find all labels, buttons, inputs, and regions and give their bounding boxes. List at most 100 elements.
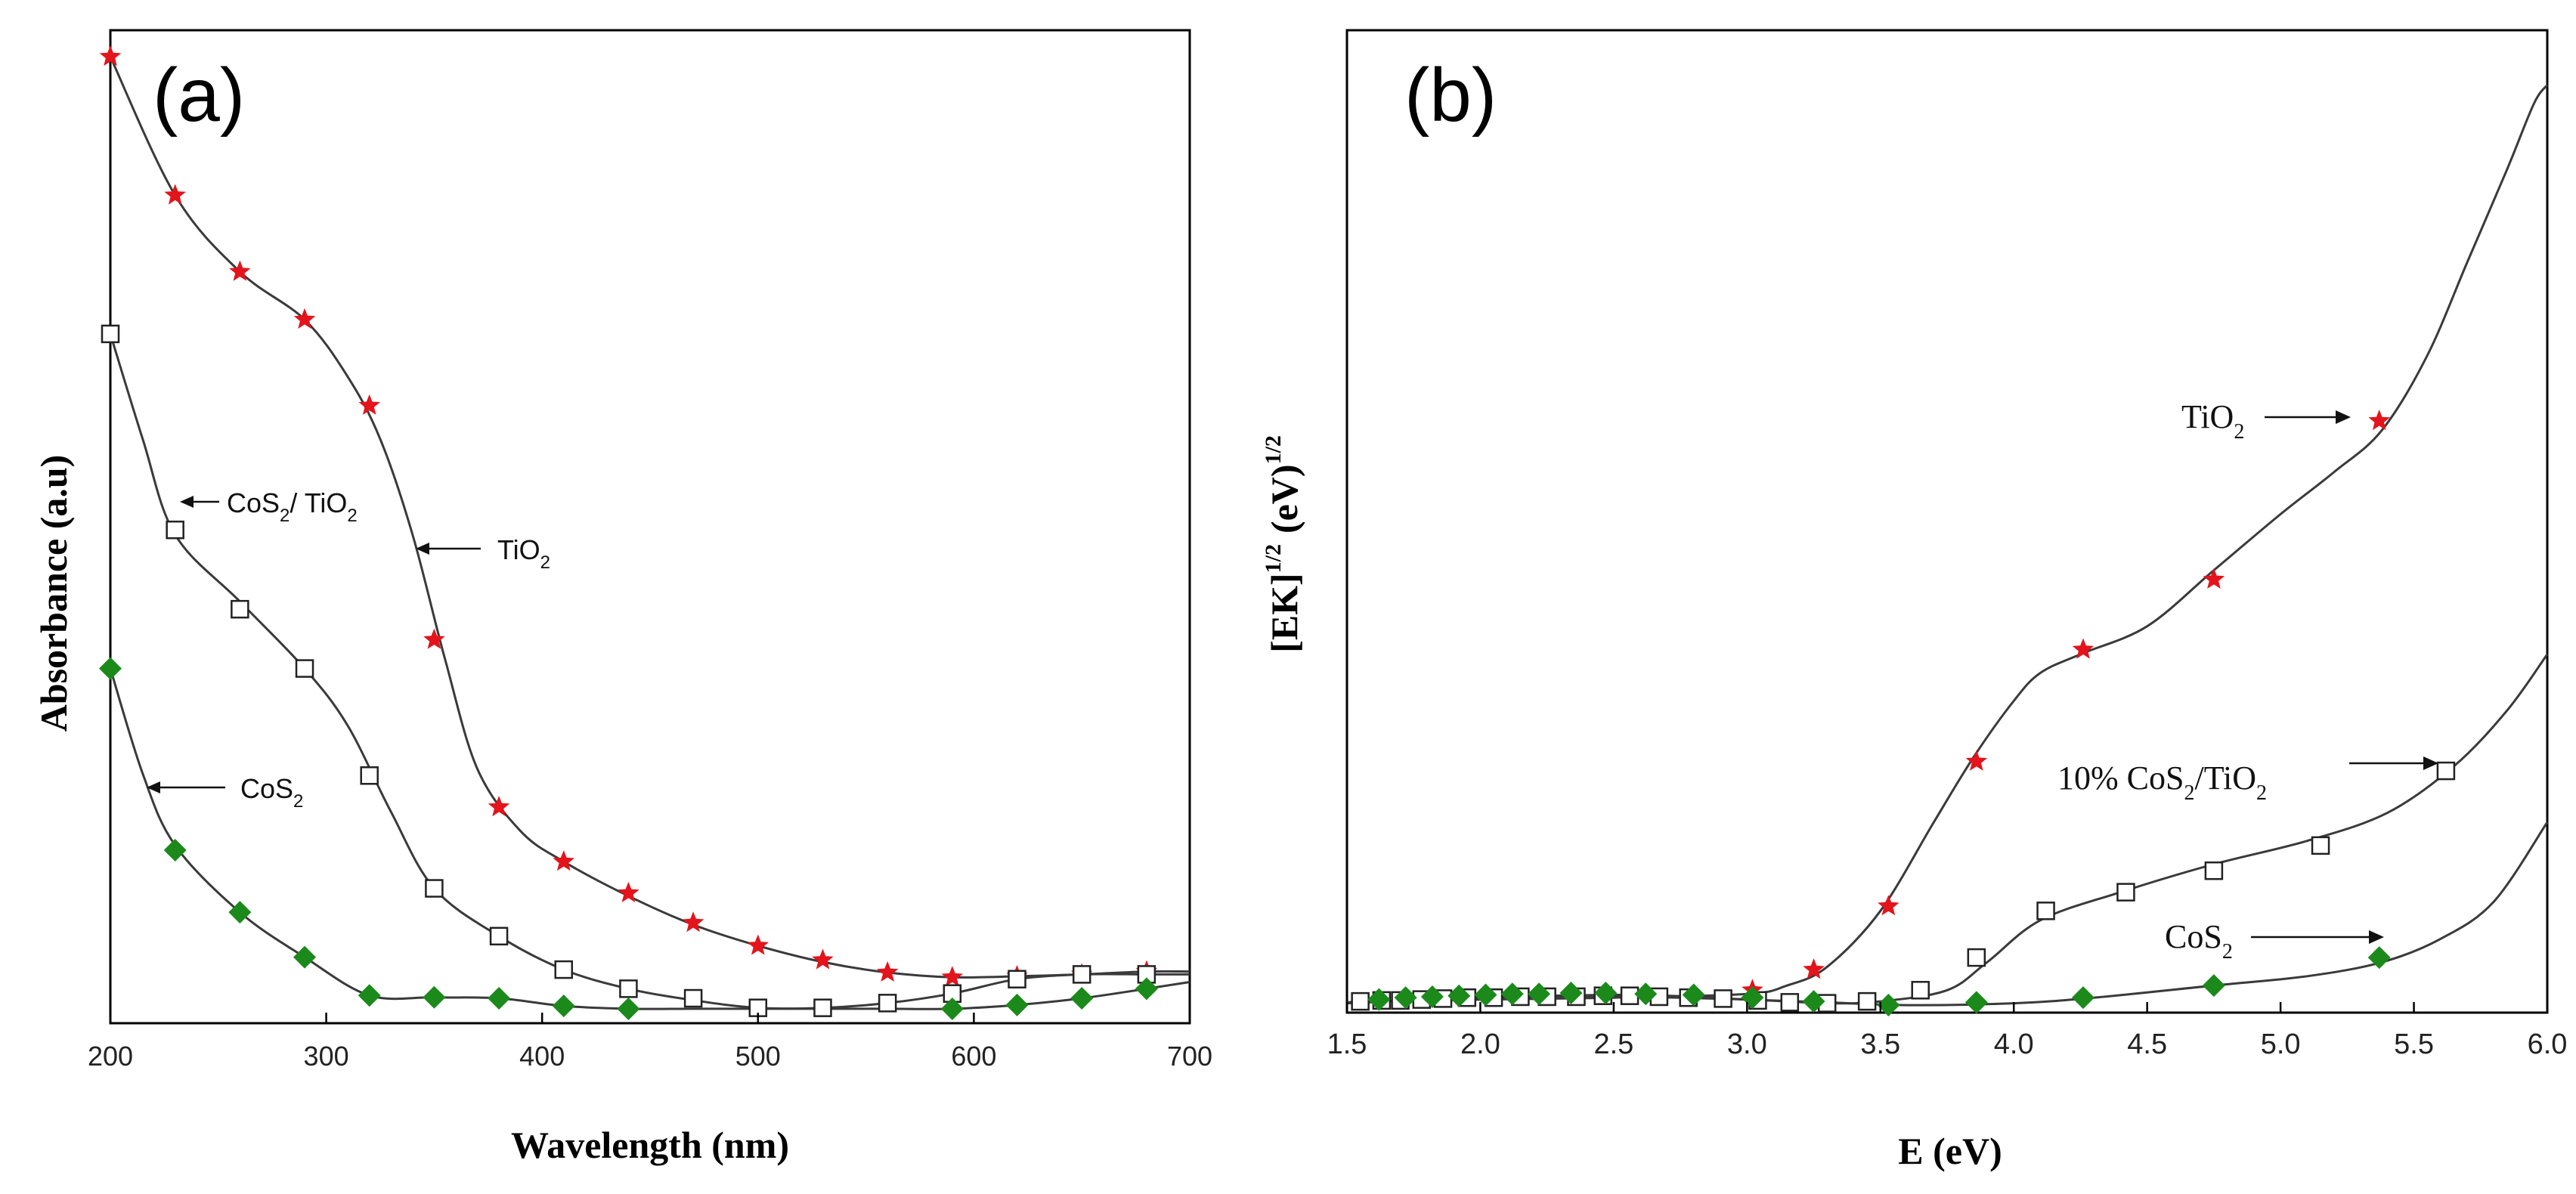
panel-b-label: (b) — [1404, 53, 1497, 138]
panel-a-series-0-marker — [747, 934, 769, 955]
panel-b-series-1-marker — [1857, 991, 1877, 1011]
panel-a-annotation-tio2: TiO2 — [416, 534, 550, 573]
panel-a-curve-2 — [109, 668, 1190, 1010]
panel-b-x-tick-label: 5.0 — [2261, 1029, 2301, 1060]
panel-a-series-2-marker — [617, 997, 640, 1020]
panel-b-series-1-marker — [1351, 991, 1370, 1011]
panel-b-series-0-marker — [2368, 410, 2390, 431]
panel-b-x-ticks: 1.5 2.0 2.5 3.0 3.5 4.0 4.5 5.0 5.5 6.0 — [1327, 1002, 2568, 1060]
panel-a-series-1-marker — [878, 994, 897, 1013]
panel-b-curve-2 — [1346, 821, 2549, 1007]
panel-b-y-title-main: [EK] — [1263, 573, 1305, 653]
panel-a-series-0-marker — [293, 308, 316, 329]
panel-b-series-2-marker — [1367, 988, 1391, 1011]
panel-b-series-1-marker — [1620, 986, 1639, 1005]
panel-a-label: (a) — [153, 53, 245, 138]
panel-a-series-1-marker — [231, 599, 249, 619]
svg-text:TiO2: TiO2 — [2181, 398, 2244, 444]
panel-b-y-title-sup2: 1/2 — [1261, 435, 1286, 464]
svg-text:CoS2: CoS2 — [240, 773, 303, 812]
ann-a-cos2-arrowhead — [147, 781, 160, 793]
panel-b-x-tick-label: 3.0 — [1727, 1029, 1767, 1060]
panel-b-plot-frame — [1345, 29, 2549, 1014]
panel-a-x-tick-label: 600 — [951, 1041, 996, 1072]
panel-a-series-1-marker — [619, 979, 638, 998]
panel-a-x-tick-label: 400 — [519, 1041, 565, 1072]
panel-a-plot-frame — [109, 29, 1191, 1025]
svg-text:CoS2/ TiO2: CoS2/ TiO2 — [227, 487, 358, 526]
panel-b-curve-0 — [1346, 84, 2549, 1004]
panel-b-series-1-marker — [1714, 989, 1732, 1008]
panel-b-x-tick-label: 1.5 — [1327, 1029, 1367, 1060]
panel-a: 200 300 400 500 600 700 (a) Wavelength (nm) A… — [33, 29, 1212, 1166]
panel-b-series-2-marker — [2202, 974, 2225, 998]
panel-b-series-2-marker — [1394, 986, 1417, 1010]
panel-b-annotation-cos2: CoS2 — [2165, 918, 2384, 964]
panel-a-series-2-marker — [1135, 977, 1158, 1001]
ann-b-cos2tio2-rest: /TiO — [2194, 759, 2256, 797]
panel-a-series-0-marker — [358, 394, 380, 415]
panel-a-series-0-marker — [488, 796, 510, 817]
panel-b-series-1-marker — [1911, 981, 1930, 1000]
panel-a-series-2-marker — [99, 657, 122, 680]
ann-b-cos2-arrowhead — [2369, 930, 2384, 944]
ann-b-cos2-main: CoS — [2165, 918, 2222, 955]
panel-a-series-2-marker — [940, 997, 964, 1020]
panel-b-curve-1 — [1346, 653, 2549, 1005]
panel-b-series-2-marker — [1528, 982, 1551, 1006]
panel-b-series-0-marker — [2072, 638, 2095, 659]
panel-a-series-2-marker — [1005, 993, 1029, 1016]
panel-b-markers — [1351, 410, 2456, 1017]
panel-b-x-tick-label: 2.5 — [1593, 1029, 1633, 1060]
panel-b-x-tick-label: 6.0 — [2528, 1029, 2568, 1060]
panel-a-series-0-marker — [941, 966, 964, 987]
panel-b-series-1-marker — [1780, 993, 1800, 1012]
panel-b-curves — [1346, 84, 2549, 1007]
panel-b-x-tick-label: 4.0 — [1994, 1029, 2034, 1060]
ann-a-cos2tio2-sub: 2 — [280, 506, 289, 526]
panel-a-series-1-marker — [1008, 970, 1026, 988]
ann-a-cos2-sub: 2 — [293, 791, 303, 812]
ann-a-tio2-main: TiO — [497, 534, 540, 565]
panel-b-series-1-marker — [2311, 836, 2330, 855]
panel-b-series-0-marker — [1878, 895, 1899, 916]
panel-b-x-tick-label: 3.5 — [1860, 1029, 1900, 1060]
panel-a-x-tick-label: 700 — [1167, 1041, 1212, 1072]
ann-b-tio2-sub: 2 — [2234, 420, 2244, 444]
panel-b-series-2-marker — [1420, 985, 1444, 1008]
panel-b-series-1-marker — [2116, 883, 2135, 902]
panel-a-series-2-marker — [358, 984, 381, 1007]
panel-b-annotation-tio2: TiO2 — [2181, 398, 2351, 444]
panel-a-x-tick-label: 300 — [304, 1041, 349, 1072]
panel-b-series-2-marker — [1634, 982, 1658, 1006]
ann-b-cos2tio2-sub2: 2 — [2256, 781, 2267, 805]
panel-b-series-1-marker — [1967, 948, 1986, 967]
panel-b-x-tick-label: 2.0 — [1460, 1029, 1500, 1060]
panel-a-annotation-cos2-tio2: CoS2/ TiO2 — [180, 487, 358, 526]
panel-b-series-2-marker — [1500, 982, 1524, 1006]
panel-a-series-0-marker — [812, 948, 834, 970]
panel-a-series-2-marker — [552, 994, 575, 1018]
ann-b-cos2tio2-arrowhead — [2423, 756, 2438, 770]
panel-a-series-1-marker — [166, 520, 184, 540]
ann-b-cos2tio2-pre: 10% CoS — [2057, 759, 2184, 797]
panel-a-x-tick-label: 500 — [735, 1041, 781, 1072]
ann-a-cos2-main: CoS — [240, 773, 293, 804]
panel-a-series-0-marker — [618, 881, 639, 902]
panel-b-series-2-marker — [1802, 990, 1825, 1013]
panel-a-series-2-marker — [423, 985, 446, 1009]
panel-b-x-axis-title: E (eV) — [1898, 1130, 2002, 1172]
panel-b-series-1-marker — [2036, 902, 2055, 920]
panel-a-series-2-marker — [488, 987, 511, 1010]
panel-a-series-0-marker — [164, 184, 186, 205]
panel-a-series-1-marker — [360, 766, 379, 785]
panel-b-annotation-cos2-tio2: 10% CoS2/TiO2 — [2057, 756, 2438, 805]
panel-a-series-1-marker — [813, 998, 832, 1017]
panel-b-series-1-marker — [2436, 761, 2456, 781]
ann-b-tio2-arrowhead — [2336, 410, 2351, 424]
panel-b-x-tick-label: 5.5 — [2394, 1029, 2434, 1060]
panel-b-series-0-marker — [2203, 568, 2225, 589]
panel-b-x-tick-label: 4.5 — [2127, 1029, 2167, 1060]
panel-b-y-title-sup1: 1/2 — [1261, 544, 1286, 573]
